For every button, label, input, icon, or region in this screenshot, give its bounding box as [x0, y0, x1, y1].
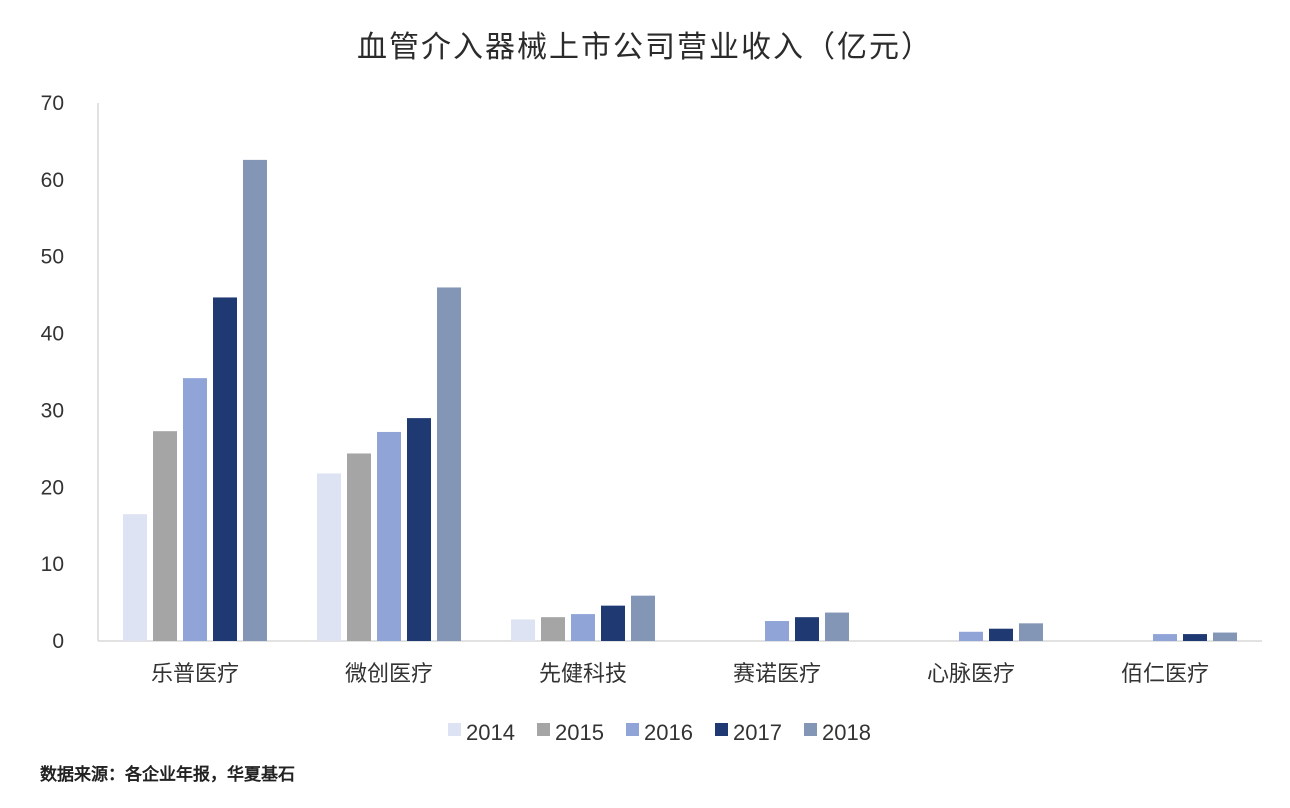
y-tick-label: 50	[41, 246, 64, 269]
bar-2016-1	[377, 431, 401, 641]
legend-label: 2018	[822, 720, 871, 745]
category-label: 佰仁医疗	[1121, 662, 1209, 687]
bar-2014-2	[511, 619, 535, 641]
bar-2016-0	[183, 378, 207, 641]
legend-swatch-2015	[537, 723, 550, 736]
bar-2014-0	[123, 514, 147, 641]
y-tick-label: 0	[52, 630, 64, 653]
y-tick-label: 70	[41, 92, 64, 115]
category-labels: 乐普医疗 微创医疗 先健科技 赛诺医疗 心脉医疗 佰仁医疗	[151, 662, 1209, 687]
bar-2018-0	[243, 159, 267, 642]
bar-2017-3	[795, 617, 819, 641]
y-tick-label: 60	[41, 169, 64, 192]
category-label: 赛诺医疗	[733, 662, 821, 687]
bar-2014-1	[317, 473, 341, 641]
y-tick-labels: 0 10 20 30 40 50 60 70	[41, 92, 64, 653]
bar-2015-0	[153, 431, 177, 641]
bars	[123, 159, 1237, 642]
category-label: 心脉医疗	[927, 662, 1015, 687]
bar-2017-1	[407, 418, 431, 641]
legend-label: 2016	[644, 720, 693, 745]
bar-2017-2	[601, 605, 625, 641]
legend-label: 2015	[555, 720, 604, 745]
legend-label: 2014	[466, 720, 515, 745]
bar-2016-2	[571, 614, 595, 641]
chart-title: 血管介入器械上市公司营业收入（亿元）	[357, 30, 933, 65]
y-tick-label: 30	[41, 399, 64, 422]
category-label: 先健科技	[539, 662, 627, 687]
bar-2015-1	[347, 453, 371, 641]
category-label: 微创医疗	[345, 662, 433, 687]
bar-2017-0	[213, 297, 237, 641]
y-tick-label: 40	[41, 323, 64, 346]
legend-swatch-2017	[715, 723, 728, 736]
legend-swatch-2018	[804, 723, 817, 736]
legend: 2014 2015 2016 2017 2018	[448, 720, 871, 745]
y-tick-label: 10	[41, 553, 64, 576]
category-label: 乐普医疗	[151, 662, 239, 687]
bar-2016-4	[959, 631, 983, 641]
source-note: 数据来源：各企业年报，华夏基石	[40, 765, 295, 785]
bar-2017-4	[989, 628, 1013, 641]
legend-label: 2017	[733, 720, 782, 745]
bar-2018-3	[825, 612, 849, 641]
bar-2018-4	[1019, 623, 1043, 641]
legend-swatch-2016	[626, 723, 639, 736]
bar-2018-2	[631, 595, 655, 641]
bar-2017-5	[1183, 634, 1207, 641]
bar-2018-1	[437, 287, 461, 641]
bar-2015-2	[541, 617, 565, 641]
legend-swatch-2014	[448, 723, 461, 736]
y-tick-label: 20	[41, 476, 64, 499]
bar-2016-3	[765, 621, 789, 641]
bar-2016-5	[1153, 634, 1177, 641]
bar-2018-5	[1213, 632, 1237, 641]
